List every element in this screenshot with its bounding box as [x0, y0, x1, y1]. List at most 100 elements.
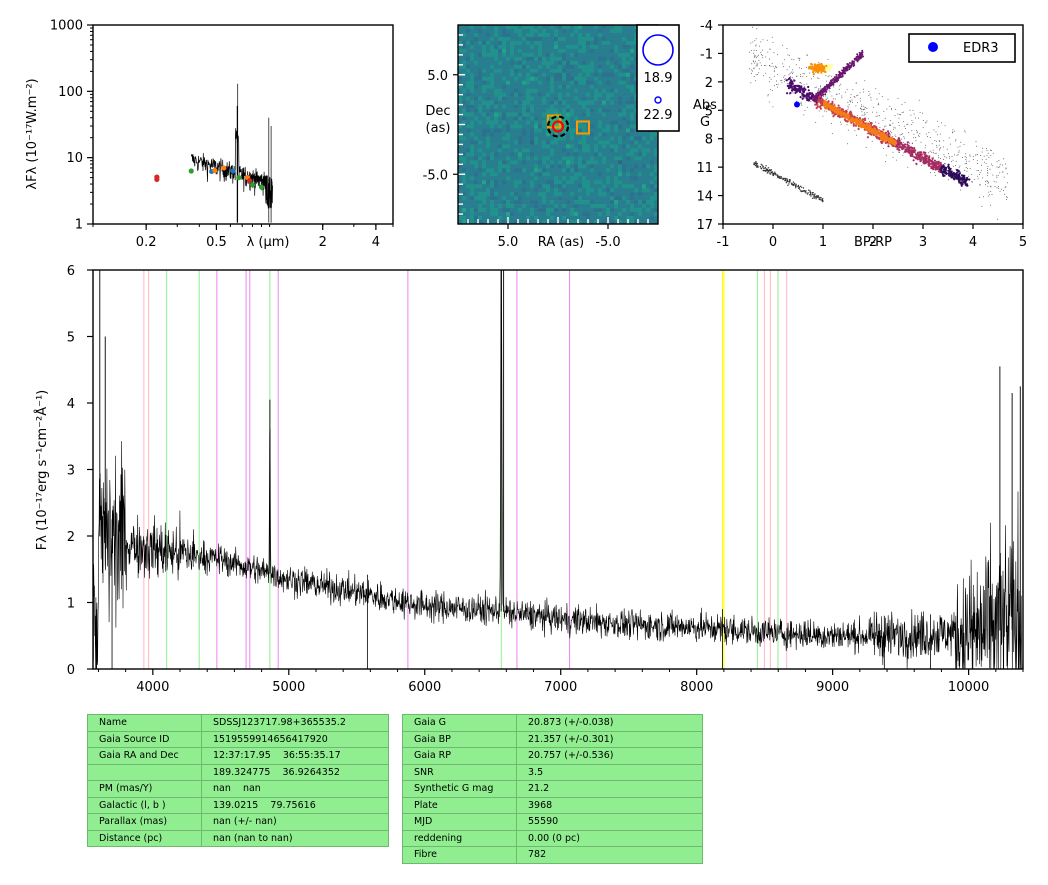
target-info-row: Distance (pc) nan (nan to nan) [87, 829, 389, 847]
photometry-info-row: Gaia G 20.873 (+/-0.038) [402, 714, 703, 732]
photometry-info-row: Plate 3968 [402, 796, 703, 814]
photometry-info-value-cell: 55590 [516, 813, 703, 831]
spectrum-x-tick-label: 10000 [948, 680, 989, 695]
cmd-y-tick-label: 14 [696, 190, 713, 205]
target-info-row: 189.324775 36.9264352 [87, 763, 389, 781]
image-target-dashed-circle [546, 115, 570, 138]
target-info-value-cell: 189.324775 36.9264352 [201, 763, 389, 781]
cmd-legend-label: EDR3 [963, 41, 999, 56]
photometry-info-row: Gaia RP 20.757 (+/-0.536) [402, 747, 703, 765]
image-gaia-square-marker [576, 120, 590, 135]
target-info-value-cell: 12:37:17.95 36:55:35.17 [201, 747, 389, 765]
photometry-info-row: Fibre 782 [402, 846, 703, 864]
cmd-legend-box [908, 33, 1016, 63]
image-x-axis-label: RA (as) [538, 235, 584, 250]
photometry-info-label-cell: Plate [402, 796, 517, 814]
photometry-info-value-cell: 0.00 (0 pc) [516, 829, 703, 847]
photometry-info-label-cell: MJD [402, 813, 517, 831]
cmd-plot-frame [722, 24, 1024, 225]
photometry-info-label-cell: Gaia RP [402, 747, 517, 765]
spectrum-x-tick-label: 8000 [680, 680, 713, 695]
target-info-value-cell: 1519559914656417920 [201, 730, 389, 748]
target-info-row: Parallax (mas) nan (+/- nan) [87, 813, 389, 831]
target-info-label-cell: Parallax (mas) [87, 813, 202, 831]
photometry-info-label-cell: Gaia G [402, 714, 517, 732]
target-info-value-cell: nan (nan to nan) [201, 829, 389, 847]
sed-data-layer [154, 83, 273, 223]
spectral-line-markers [143, 270, 788, 669]
sed-photometry-point [249, 182, 256, 188]
sed-y-tick-label: 1000 [50, 19, 83, 34]
cmd-y-tick-label: 2 [705, 76, 713, 91]
photometry-info-value-cell: 21.357 (+/-0.301) [516, 730, 703, 748]
image-axis-ticks: 5.0 -5.0 5.0 -5.0 [423, 34, 649, 250]
spectrum-trace-layer [93, 270, 1023, 669]
image-legend-label-1: 18.9 [644, 71, 673, 86]
target-info-row: Gaia Source ID 1519559914656417920 [87, 730, 389, 748]
cmd-x-axis-label: BP-RP [854, 235, 892, 250]
photometry-info-row: reddening 0.00 (0 pc) [402, 829, 703, 847]
spectrum-x-tick-label: 9000 [816, 680, 849, 695]
sed-photometry-point [258, 184, 265, 190]
cmd-x-tick-label: 3 [919, 235, 927, 250]
target-info-row: Gaia RA and Dec 12:37:17.95 36:55:35.17 [87, 747, 389, 765]
cmd-y-tick-label: 5 [705, 104, 713, 119]
target-info-table: Name SDSSJ123717.98+365535.2 Gaia Source I… [87, 714, 389, 847]
image-y-tick-label: -5.0 [423, 168, 448, 183]
photometry-info-row: MJD 55590 [402, 813, 703, 831]
sed-x-tick-label: 2 [319, 235, 327, 250]
image-y-label-line2: (as) [426, 121, 451, 136]
sed-y-tick-label: 1 [75, 218, 83, 233]
sed-photometry-point [236, 175, 242, 181]
sed-photometry-point [246, 178, 253, 184]
image-cutout-heatmap [458, 25, 658, 224]
sed-panel: 1 10 100 1000 0.2 0.5 2 4 λ (μm) λFλ (10⁻¹⁷W.m⁻²… [25, 19, 394, 250]
spectrum-y-tick-label: 6 [67, 264, 75, 279]
cmd-y-label-line2: G [700, 115, 710, 130]
spectrum-x-tick-label: 7000 [544, 680, 577, 695]
cmd-y-tick-label: -1 [700, 47, 713, 62]
sed-axis-ticks: 1 10 100 1000 0.2 0.5 2 4 λ (μm) [50, 19, 394, 250]
cmd-x-tick-label: 0 [769, 235, 777, 250]
image-legend-box [636, 24, 680, 132]
spectrum-y-tick-label: 2 [67, 530, 75, 545]
spectrum-y-tick-label: 4 [67, 397, 75, 412]
target-info-label-cell: Gaia RA and Dec [87, 747, 202, 765]
sed-spectrum-line [190, 128, 273, 209]
photometry-info-value-cell: 3.5 [516, 763, 703, 781]
target-info-label-cell: Galactic (l, b ) [87, 796, 202, 814]
target-info-label-cell [87, 763, 202, 781]
image-panel: 5.0 -5.0 5.0 -5.0 Dec (as) RA (as) 18.9 22.… [423, 24, 680, 250]
photometry-info-label-cell: Fibre [402, 846, 517, 864]
legend-blue-dot-icon [928, 42, 938, 52]
image-target-circle [551, 120, 565, 133]
sed-photometry-point [230, 168, 236, 174]
sed-photometry-point [221, 165, 227, 171]
target-info-value-cell: SDSSJ123717.98+365535.2 [201, 714, 389, 732]
target-info-value-cell: nan (+/- nan) [201, 813, 389, 831]
photometry-info-value-cell: 20.873 (+/-0.038) [516, 714, 703, 732]
spectrum-y-tick-label: 3 [67, 464, 75, 479]
sed-photometry-point [188, 168, 194, 174]
image-source-markers [546, 114, 590, 138]
spectrum-panel: 0 1 2 3 4 5 6 4000 5000 6000 7000 8000 9000 10000 Fλ … [34, 264, 1024, 695]
cmd-x-tick-label: -1 [717, 235, 730, 250]
cmd-x-tick-label: 4 [969, 235, 977, 250]
target-info-value-cell: 139.0215 79.75616 [201, 796, 389, 814]
sed-x-axis-label: λ (μm) [247, 235, 290, 250]
spectrum-x-tick-label: 5000 [272, 680, 305, 695]
target-info-row: Galactic (l, b ) 139.0215 79.75616 [87, 796, 389, 814]
sed-photometry-point [212, 167, 218, 174]
photometry-info-value-cell: 3968 [516, 796, 703, 814]
photometry-info-label-cell: SNR [402, 763, 517, 781]
image-legend-label-2: 22.9 [644, 108, 673, 123]
cmd-y-tick-label: -4 [700, 19, 713, 34]
sed-plot-frame [92, 24, 394, 225]
cmd-density-layer [748, 26, 1008, 220]
photometry-info-value-cell: 782 [516, 846, 703, 864]
sed-x-tick-label: 0.2 [136, 235, 157, 250]
spectrum-plot-frame [92, 269, 1024, 670]
image-y-tick-label: 5.0 [427, 69, 448, 84]
sed-x-tick-label: 4 [372, 235, 380, 250]
